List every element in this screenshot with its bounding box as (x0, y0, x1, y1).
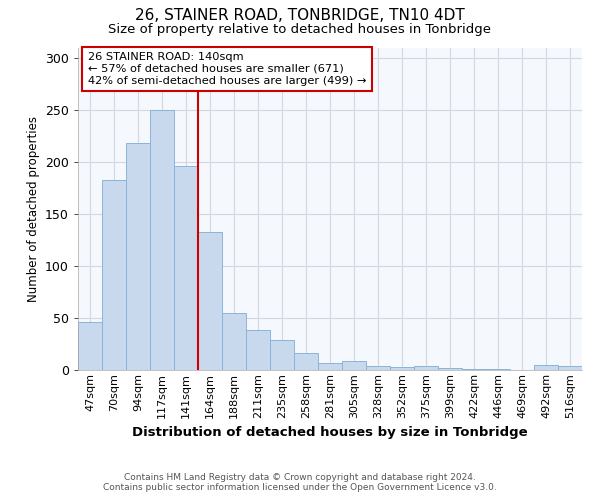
Bar (438, 368, 462, 370)
Text: Contains HM Land Registry data © Crown copyright and database right 2024.
Contai: Contains HM Land Registry data © Crown c… (103, 473, 497, 492)
Bar (174, 166, 198, 370)
Bar (126, 143, 150, 370)
Bar (462, 369, 486, 370)
Y-axis label: Number of detached properties: Number of detached properties (26, 116, 40, 302)
Bar (294, 354, 318, 370)
Bar (558, 366, 582, 370)
Bar (102, 180, 126, 370)
Bar (222, 313, 246, 370)
Bar (486, 369, 510, 370)
Bar (318, 362, 342, 370)
Bar (342, 360, 366, 370)
Bar (78, 322, 102, 370)
Bar (390, 367, 414, 370)
Text: 26, STAINER ROAD, TONBRIDGE, TN10 4DT: 26, STAINER ROAD, TONBRIDGE, TN10 4DT (135, 8, 465, 22)
Text: Size of property relative to detached houses in Tonbridge: Size of property relative to detached ho… (109, 22, 491, 36)
Bar (534, 365, 558, 370)
Bar (414, 366, 438, 370)
Bar (270, 340, 294, 370)
Bar (366, 366, 390, 370)
Bar (246, 330, 270, 370)
Text: 26 STAINER ROAD: 140sqm
← 57% of detached houses are smaller (671)
42% of semi-d: 26 STAINER ROAD: 140sqm ← 57% of detache… (88, 52, 367, 86)
Bar (198, 232, 222, 370)
Bar (150, 110, 174, 370)
X-axis label: Distribution of detached houses by size in Tonbridge: Distribution of detached houses by size … (132, 426, 528, 439)
